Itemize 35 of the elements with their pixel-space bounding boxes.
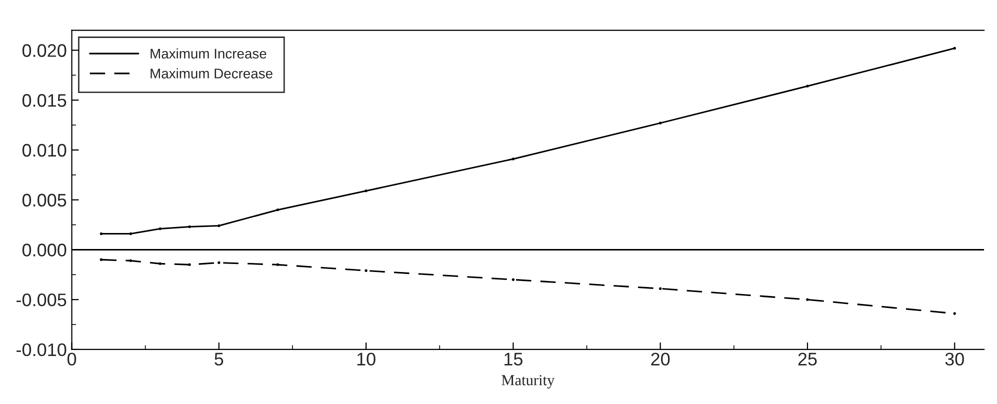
x-tick-label: 30 xyxy=(945,352,964,366)
line-series xyxy=(100,46,956,236)
legend-label: Maximum Decrease xyxy=(150,68,272,78)
point xyxy=(129,232,132,236)
x-tick-label: 5 xyxy=(214,352,224,366)
x-tick-label: 15 xyxy=(504,352,522,366)
point xyxy=(512,278,515,282)
point xyxy=(953,46,956,50)
x-tick-label: 10 xyxy=(357,352,376,366)
point xyxy=(218,224,220,228)
y-tick-label: 0.010 xyxy=(22,144,66,157)
point xyxy=(953,312,956,315)
x-tick-label: 25 xyxy=(798,352,817,366)
y-tick-label: 0.020 xyxy=(22,44,66,57)
point xyxy=(158,262,162,266)
point xyxy=(188,263,191,266)
point xyxy=(158,227,162,230)
y-tick-label: -0.010 xyxy=(16,343,66,356)
x-tick-label: 0 xyxy=(67,352,76,366)
point xyxy=(364,269,368,272)
y-tick-label: 0.015 xyxy=(22,94,66,107)
x-axis-title: Maturity xyxy=(502,375,555,388)
y-tick-label: 0.005 xyxy=(22,194,66,207)
y-tick-label: -0.005 xyxy=(16,294,66,306)
x-tick-label: 20 xyxy=(651,352,670,366)
point xyxy=(218,261,220,264)
y-tick-label: 0.000 xyxy=(22,244,66,256)
point xyxy=(129,259,132,262)
legend-label: Maximum Increase xyxy=(150,48,266,59)
point xyxy=(188,225,191,228)
point xyxy=(100,258,103,262)
point xyxy=(806,298,809,301)
point xyxy=(658,287,662,290)
point xyxy=(100,232,103,236)
point xyxy=(276,263,280,266)
